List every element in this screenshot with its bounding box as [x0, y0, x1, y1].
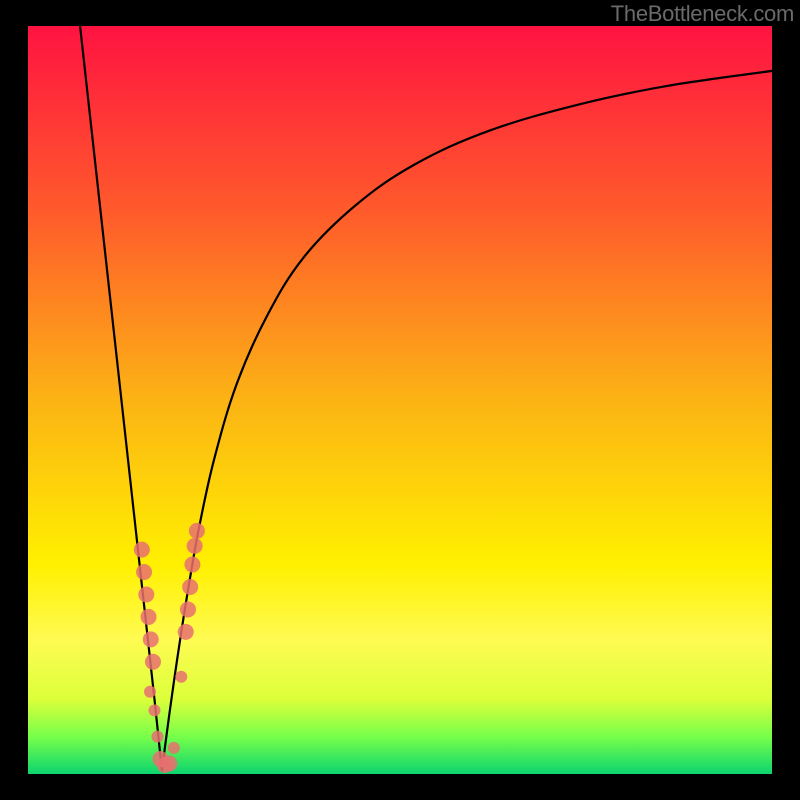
data-point	[178, 624, 194, 640]
watermark-text: TheBottleneck.com	[611, 1, 794, 27]
data-point	[187, 538, 203, 554]
data-point	[148, 704, 160, 716]
data-point	[189, 523, 205, 539]
data-point	[180, 601, 196, 617]
data-point	[138, 586, 154, 602]
plot-area	[28, 26, 772, 774]
data-point	[143, 631, 159, 647]
chart-container: TheBottleneck.com	[0, 0, 800, 800]
data-point	[136, 564, 152, 580]
data-point	[175, 671, 187, 683]
data-point	[151, 731, 163, 743]
bottleneck-chart	[0, 0, 800, 800]
data-point	[145, 654, 161, 670]
data-point	[161, 756, 177, 772]
data-point	[134, 542, 150, 558]
data-point	[184, 557, 200, 573]
data-point	[168, 742, 180, 754]
data-point	[141, 609, 157, 625]
data-point	[144, 686, 156, 698]
data-point	[182, 579, 198, 595]
